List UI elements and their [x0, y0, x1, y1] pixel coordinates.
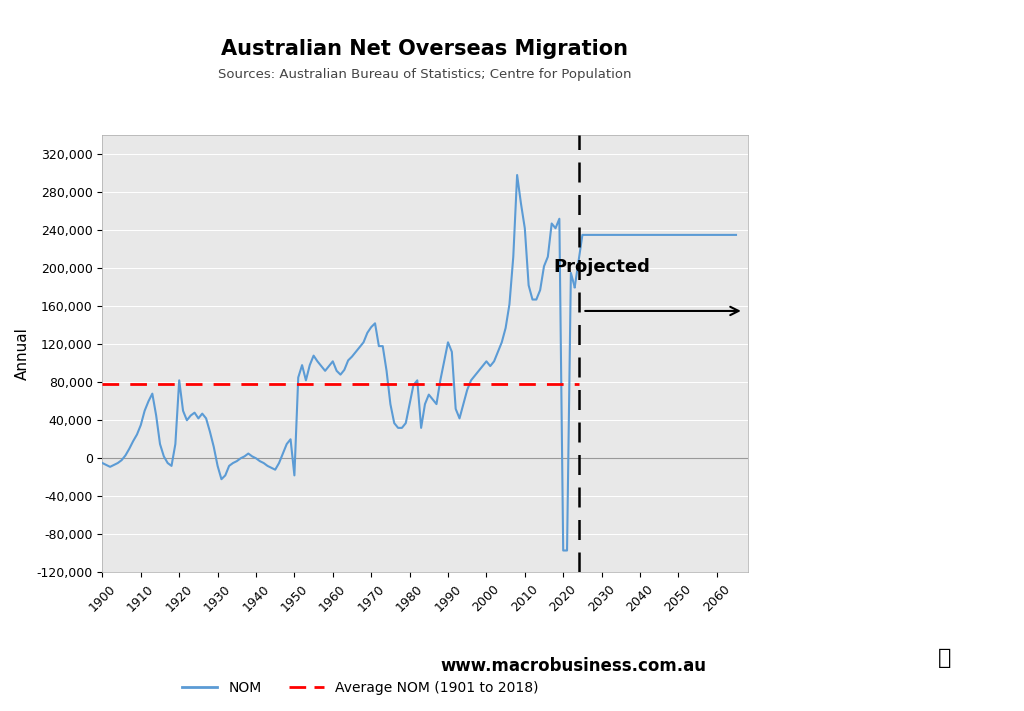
Text: 🐺: 🐺	[938, 648, 951, 668]
Text: Sources: Australian Bureau of Statistics; Centre for Population: Sources: Australian Bureau of Statistics…	[218, 68, 632, 80]
Text: MACRO: MACRO	[841, 63, 926, 82]
Legend: NOM, Average NOM (1901 to 2018): NOM, Average NOM (1901 to 2018)	[177, 675, 544, 700]
Text: Projected: Projected	[553, 258, 650, 276]
Text: BUSINESS: BUSINESS	[834, 103, 933, 122]
Text: www.macrobusiness.com.au: www.macrobusiness.com.au	[440, 658, 707, 675]
Text: Australian Net Overseas Migration: Australian Net Overseas Migration	[221, 39, 629, 59]
Y-axis label: Annual: Annual	[14, 327, 30, 380]
